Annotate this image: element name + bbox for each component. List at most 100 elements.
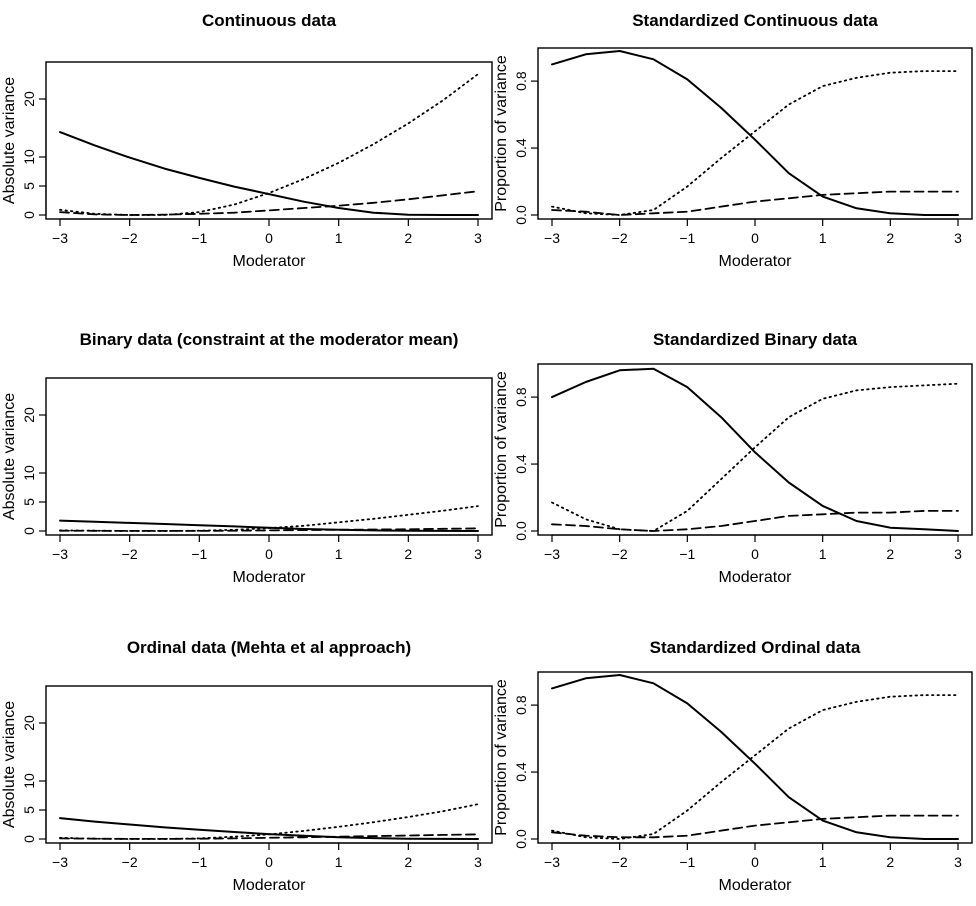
y-axis-label: Proportion of variance	[493, 371, 510, 528]
y-tick-label: 0	[21, 527, 37, 535]
y-tick-label: 10	[21, 465, 37, 481]
x-tick-label: −3	[52, 854, 68, 870]
x-tick-label: −1	[679, 854, 695, 870]
x-tick-label: 1	[819, 230, 827, 246]
x-tick-label: −1	[191, 546, 207, 562]
x-tick-label: −1	[679, 230, 695, 246]
x-tick-label: 1	[335, 230, 343, 246]
y-tick-label: 0.8	[513, 71, 529, 91]
x-tick-label: 0	[265, 546, 273, 562]
series-line-dashed	[551, 190, 959, 216]
x-tick-label: 2	[886, 230, 894, 246]
y-tick-label: 0	[21, 211, 37, 219]
y-tick-label: 20	[21, 715, 37, 731]
x-tick-label: 2	[404, 546, 412, 562]
chart-title: Binary data (constraint at the moderator…	[80, 330, 459, 349]
plot-frame	[537, 363, 973, 536]
y-axis-label: Proportion of variance	[493, 679, 510, 836]
x-tick-label: 3	[474, 854, 482, 870]
plot-frame	[45, 61, 493, 220]
chart-title: Standardized Ordinal data	[650, 638, 861, 657]
y-axis-label: Absolute variance	[1, 393, 18, 520]
y-tick-label: 20	[21, 407, 37, 423]
x-tick-label: −2	[612, 854, 628, 870]
y-tick-label: 5	[21, 182, 37, 190]
y-tick-label: 0.8	[513, 387, 529, 407]
plot-frame	[45, 685, 493, 844]
x-tick-label: −2	[122, 854, 138, 870]
chart-title: Ordinal data (Mehta et al approach)	[127, 638, 411, 657]
chart-panel-6: Standardized Ordinal data −3 −2 −1 0 1 2 3 0.0 0.…	[493, 638, 973, 894]
x-tick-label: 3	[474, 230, 482, 246]
x-tick-label: 1	[819, 854, 827, 870]
y-tick-label: 10	[21, 149, 37, 165]
plot-frame	[45, 377, 493, 536]
x-axis-label: Moderator	[719, 877, 793, 894]
x-axis-label: Moderator	[233, 569, 307, 586]
x-axis-label: Moderator	[233, 877, 307, 894]
y-tick-label: 0.4	[513, 454, 529, 474]
x-tick-label: −2	[122, 230, 138, 246]
x-tick-label: −2	[122, 546, 138, 562]
x-tick-label: 1	[335, 854, 343, 870]
series-line-solid	[551, 674, 959, 840]
series-line-dotted	[59, 73, 479, 216]
x-tick-label: −1	[679, 546, 695, 562]
y-tick-label: 0.0	[513, 829, 529, 849]
x-tick-label: 0	[751, 854, 759, 870]
x-tick-label: −3	[544, 854, 560, 870]
x-tick-label: 0	[751, 546, 759, 562]
x-axis-label: Moderator	[233, 253, 307, 270]
y-tick-label: 0.0	[513, 205, 529, 225]
y-axis-label: Absolute variance	[1, 701, 18, 828]
x-tick-label: −1	[191, 854, 207, 870]
series-line-dashed	[551, 814, 959, 839]
x-tick-label: 1	[335, 546, 343, 562]
x-tick-label: −2	[612, 230, 628, 246]
chart-title: Standardized Binary data	[653, 330, 858, 349]
x-tick-label: −3	[52, 546, 68, 562]
x-tick-label: 3	[954, 854, 962, 870]
series-line-dotted	[551, 382, 959, 532]
x-tick-label: 2	[886, 546, 894, 562]
chart-panel-2: Standardized Continuous data −3 −2 −1 0 1 2 3 0.…	[493, 11, 973, 270]
x-tick-label: −3	[52, 230, 68, 246]
y-axis-label: Absolute variance	[1, 77, 18, 204]
series-line-dashed	[551, 509, 959, 532]
y-tick-label: 0	[21, 835, 37, 843]
x-tick-label: 3	[474, 546, 482, 562]
series-line-solid	[551, 367, 959, 532]
x-tick-label: −3	[544, 230, 560, 246]
y-tick-label: 0.4	[513, 762, 529, 782]
x-tick-label: 2	[886, 854, 894, 870]
y-tick-label: 0.4	[513, 138, 529, 158]
x-axis-label: Moderator	[719, 569, 793, 586]
chart-panel-5: Ordinal data (Mehta et al approach) −3 −2 −…	[1, 638, 493, 894]
series-line-dotted	[551, 694, 959, 840]
x-tick-label: −2	[612, 546, 628, 562]
y-tick-label: 5	[21, 806, 37, 814]
x-tick-label: −3	[544, 546, 560, 562]
y-tick-label: 20	[21, 91, 37, 107]
chart-panel-3: Binary data (constraint at the moderator…	[1, 330, 493, 586]
series-line-dotted	[59, 803, 479, 840]
plot-frame	[537, 47, 973, 220]
y-tick-label: 0.8	[513, 695, 529, 715]
chart-title: Standardized Continuous data	[632, 11, 878, 30]
series-line-solid	[59, 131, 479, 216]
x-tick-label: 3	[954, 230, 962, 246]
y-tick-label: 5	[21, 498, 37, 506]
x-tick-label: 1	[819, 546, 827, 562]
series-line-dotted	[551, 70, 959, 216]
x-tick-label: 0	[751, 230, 759, 246]
plot-frame	[537, 671, 973, 844]
series-line-dotted	[59, 505, 479, 532]
series-line-dashed	[59, 190, 479, 216]
x-tick-label: 3	[954, 546, 962, 562]
y-tick-label: 0.0	[513, 521, 529, 541]
series-line-dashed	[59, 833, 479, 840]
chart-panel-4: Standardized Binary data −3 −2 −1 0 1 2 3 0.0 0.4…	[493, 330, 973, 586]
y-axis-label: Proportion of variance	[493, 55, 510, 212]
x-tick-label: 0	[265, 230, 273, 246]
series-line-solid	[551, 50, 959, 216]
